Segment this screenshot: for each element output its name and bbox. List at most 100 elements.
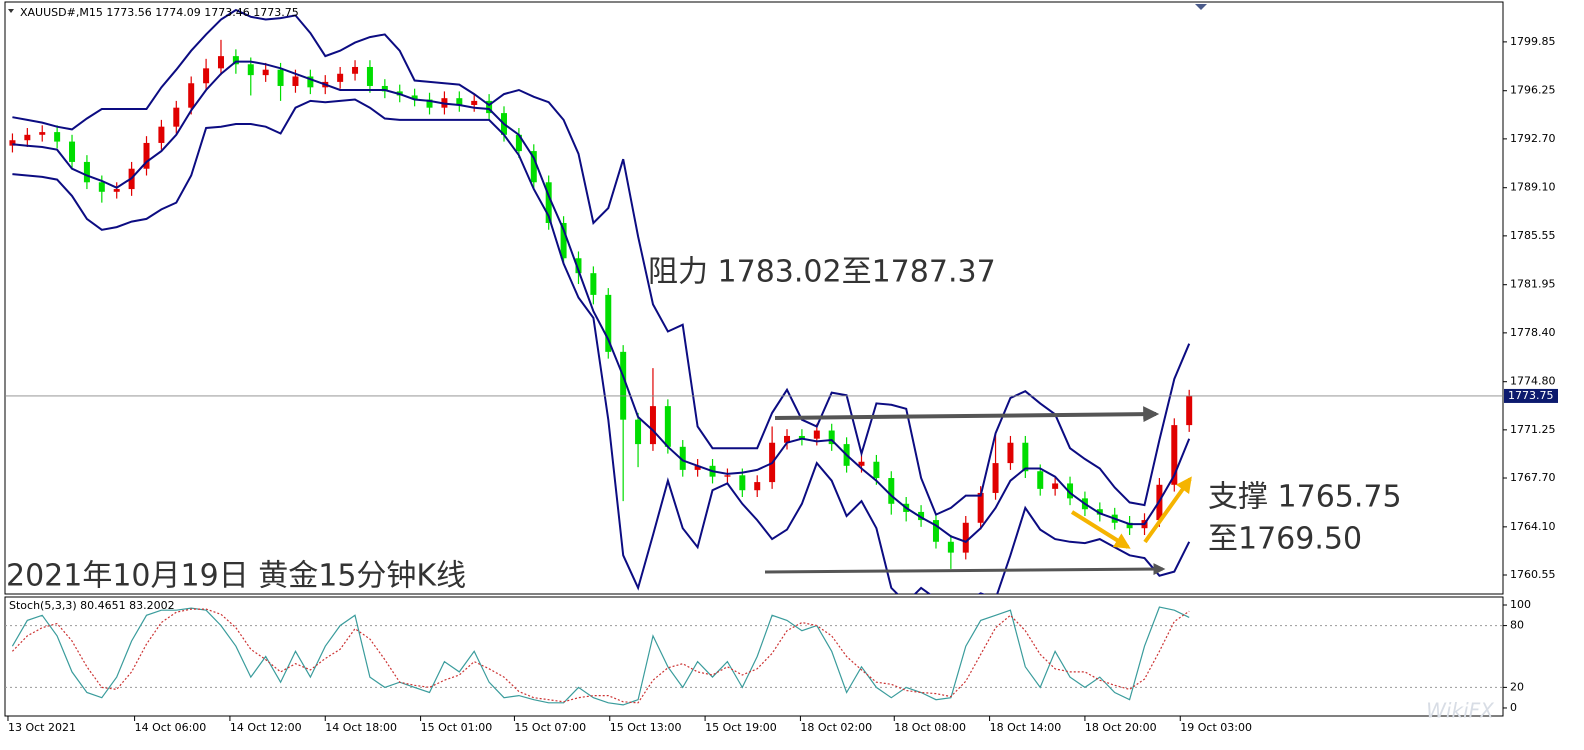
y-tick-label: 80 <box>1510 619 1524 632</box>
y-tick-label: 1767.70 <box>1510 471 1556 484</box>
candle-body <box>158 126 165 143</box>
candle-body <box>649 406 656 445</box>
trend-arrow <box>1070 510 1131 549</box>
candle-body <box>232 56 239 65</box>
candle-body <box>143 142 150 169</box>
candle-body <box>54 132 61 142</box>
y-tick-label: 1792.70 <box>1510 132 1556 145</box>
support-note: 至1769.50 <box>1208 522 1362 557</box>
candle-body <box>1186 395 1193 426</box>
candle-body <box>1007 442 1014 464</box>
y-tick-label: 1781.95 <box>1510 278 1556 291</box>
candle-body <box>873 461 880 479</box>
x-tick-label: 15 Oct 19:00 <box>705 721 777 734</box>
x-tick-label: 18 Oct 14:00 <box>990 721 1062 734</box>
candle-body <box>1037 471 1044 489</box>
main-panel <box>4 1 1504 595</box>
x-tick-label: 14 Oct 18:00 <box>325 721 397 734</box>
y-tick-label: 1774.80 <box>1510 375 1556 388</box>
candle-body <box>635 419 642 445</box>
candle-body <box>932 520 939 542</box>
y-tick-label: 1764.10 <box>1510 520 1556 533</box>
candle-body <box>694 465 701 470</box>
y-tick-label: 100 <box>1510 598 1531 611</box>
y-tick-label: 1789.10 <box>1510 181 1556 194</box>
candle-body <box>590 273 597 295</box>
range-arrow <box>764 563 1166 576</box>
x-tick-label: 19 Oct 03:00 <box>1180 721 1252 734</box>
candle-body <box>560 222 567 259</box>
candle-body <box>813 430 820 439</box>
x-tick-label: 18 Oct 02:00 <box>800 721 872 734</box>
candle-body <box>456 98 463 105</box>
x-tick-label: 14 Oct 06:00 <box>135 721 207 734</box>
x-tick-label: 18 Oct 08:00 <box>894 721 966 734</box>
candle-body <box>39 132 46 135</box>
candle-body <box>292 76 299 86</box>
y-tick-label: 1760.55 <box>1510 568 1556 581</box>
range-arrow <box>774 406 1160 423</box>
candle-body <box>739 475 746 491</box>
stoch-plot <box>5 606 1502 706</box>
candle-body <box>530 151 537 183</box>
candle-body <box>754 482 761 491</box>
band-lower <box>12 98 1191 594</box>
candle-body <box>1022 442 1029 472</box>
x-tick-label: 13 Oct 2021 <box>8 721 76 734</box>
candle-body <box>977 492 984 523</box>
candle-body <box>664 406 671 447</box>
last-price-label: 1773.75 <box>1508 389 1554 402</box>
candle-body <box>69 141 76 162</box>
y-tick-label: 1796.25 <box>1510 84 1556 97</box>
stoch-k-line <box>11 606 1190 706</box>
candle-body <box>620 351 627 420</box>
candle-body <box>679 446 686 470</box>
candle-body <box>724 475 731 477</box>
candle-body <box>98 182 105 192</box>
candle-body <box>366 66 373 86</box>
candle-body <box>545 182 552 223</box>
candle-body <box>188 83 195 108</box>
last-price-tag <box>1504 388 1558 403</box>
resistance-note: 阻力 1783.02至1787.37 <box>648 255 996 290</box>
candle-body <box>947 541 954 553</box>
candle-body <box>918 511 925 521</box>
band-upper <box>12 8 1191 516</box>
candle-body <box>575 258 582 274</box>
y-tick-label: 0 <box>1510 701 1517 714</box>
candle-body <box>352 66 359 74</box>
candle-body <box>1052 483 1059 489</box>
candle-body <box>962 522 969 553</box>
candle-body <box>113 189 120 192</box>
axes: 1799.85 1796.25 1792.70 1789.10 1785.55 1781.… <box>7 35 1558 734</box>
stoch-panel <box>4 596 1504 717</box>
candle-body <box>471 100 478 105</box>
candle-body <box>203 68 210 84</box>
candle-body <box>247 64 254 76</box>
menu-triangle[interactable] <box>8 9 14 13</box>
candle-body <box>1171 425 1178 485</box>
candle-body <box>1067 483 1074 499</box>
candle-body <box>1126 522 1133 529</box>
candle-body <box>605 294 612 352</box>
candle-body <box>24 134 31 141</box>
main-plot <box>5 8 1502 594</box>
y-tick-label: 1771.25 <box>1510 423 1556 436</box>
support-note: 支撑 1765.75 <box>1208 480 1402 515</box>
watermark: WikiFX <box>1426 699 1495 723</box>
chart-caption: 2021年10月19日 黄金15分钟K线 <box>6 559 466 594</box>
candle-body <box>798 435 805 439</box>
candle-body <box>277 69 284 86</box>
candle-body <box>784 435 791 443</box>
shift-marker <box>1195 4 1207 10</box>
candle-body <box>337 73 344 82</box>
candle-body <box>381 85 388 92</box>
x-tick-label: 15 Oct 07:00 <box>514 721 586 734</box>
x-tick-label: 18 Oct 20:00 <box>1085 721 1157 734</box>
candle-body <box>83 161 90 183</box>
trend-arrow <box>1143 476 1192 544</box>
candle-body <box>217 56 224 69</box>
